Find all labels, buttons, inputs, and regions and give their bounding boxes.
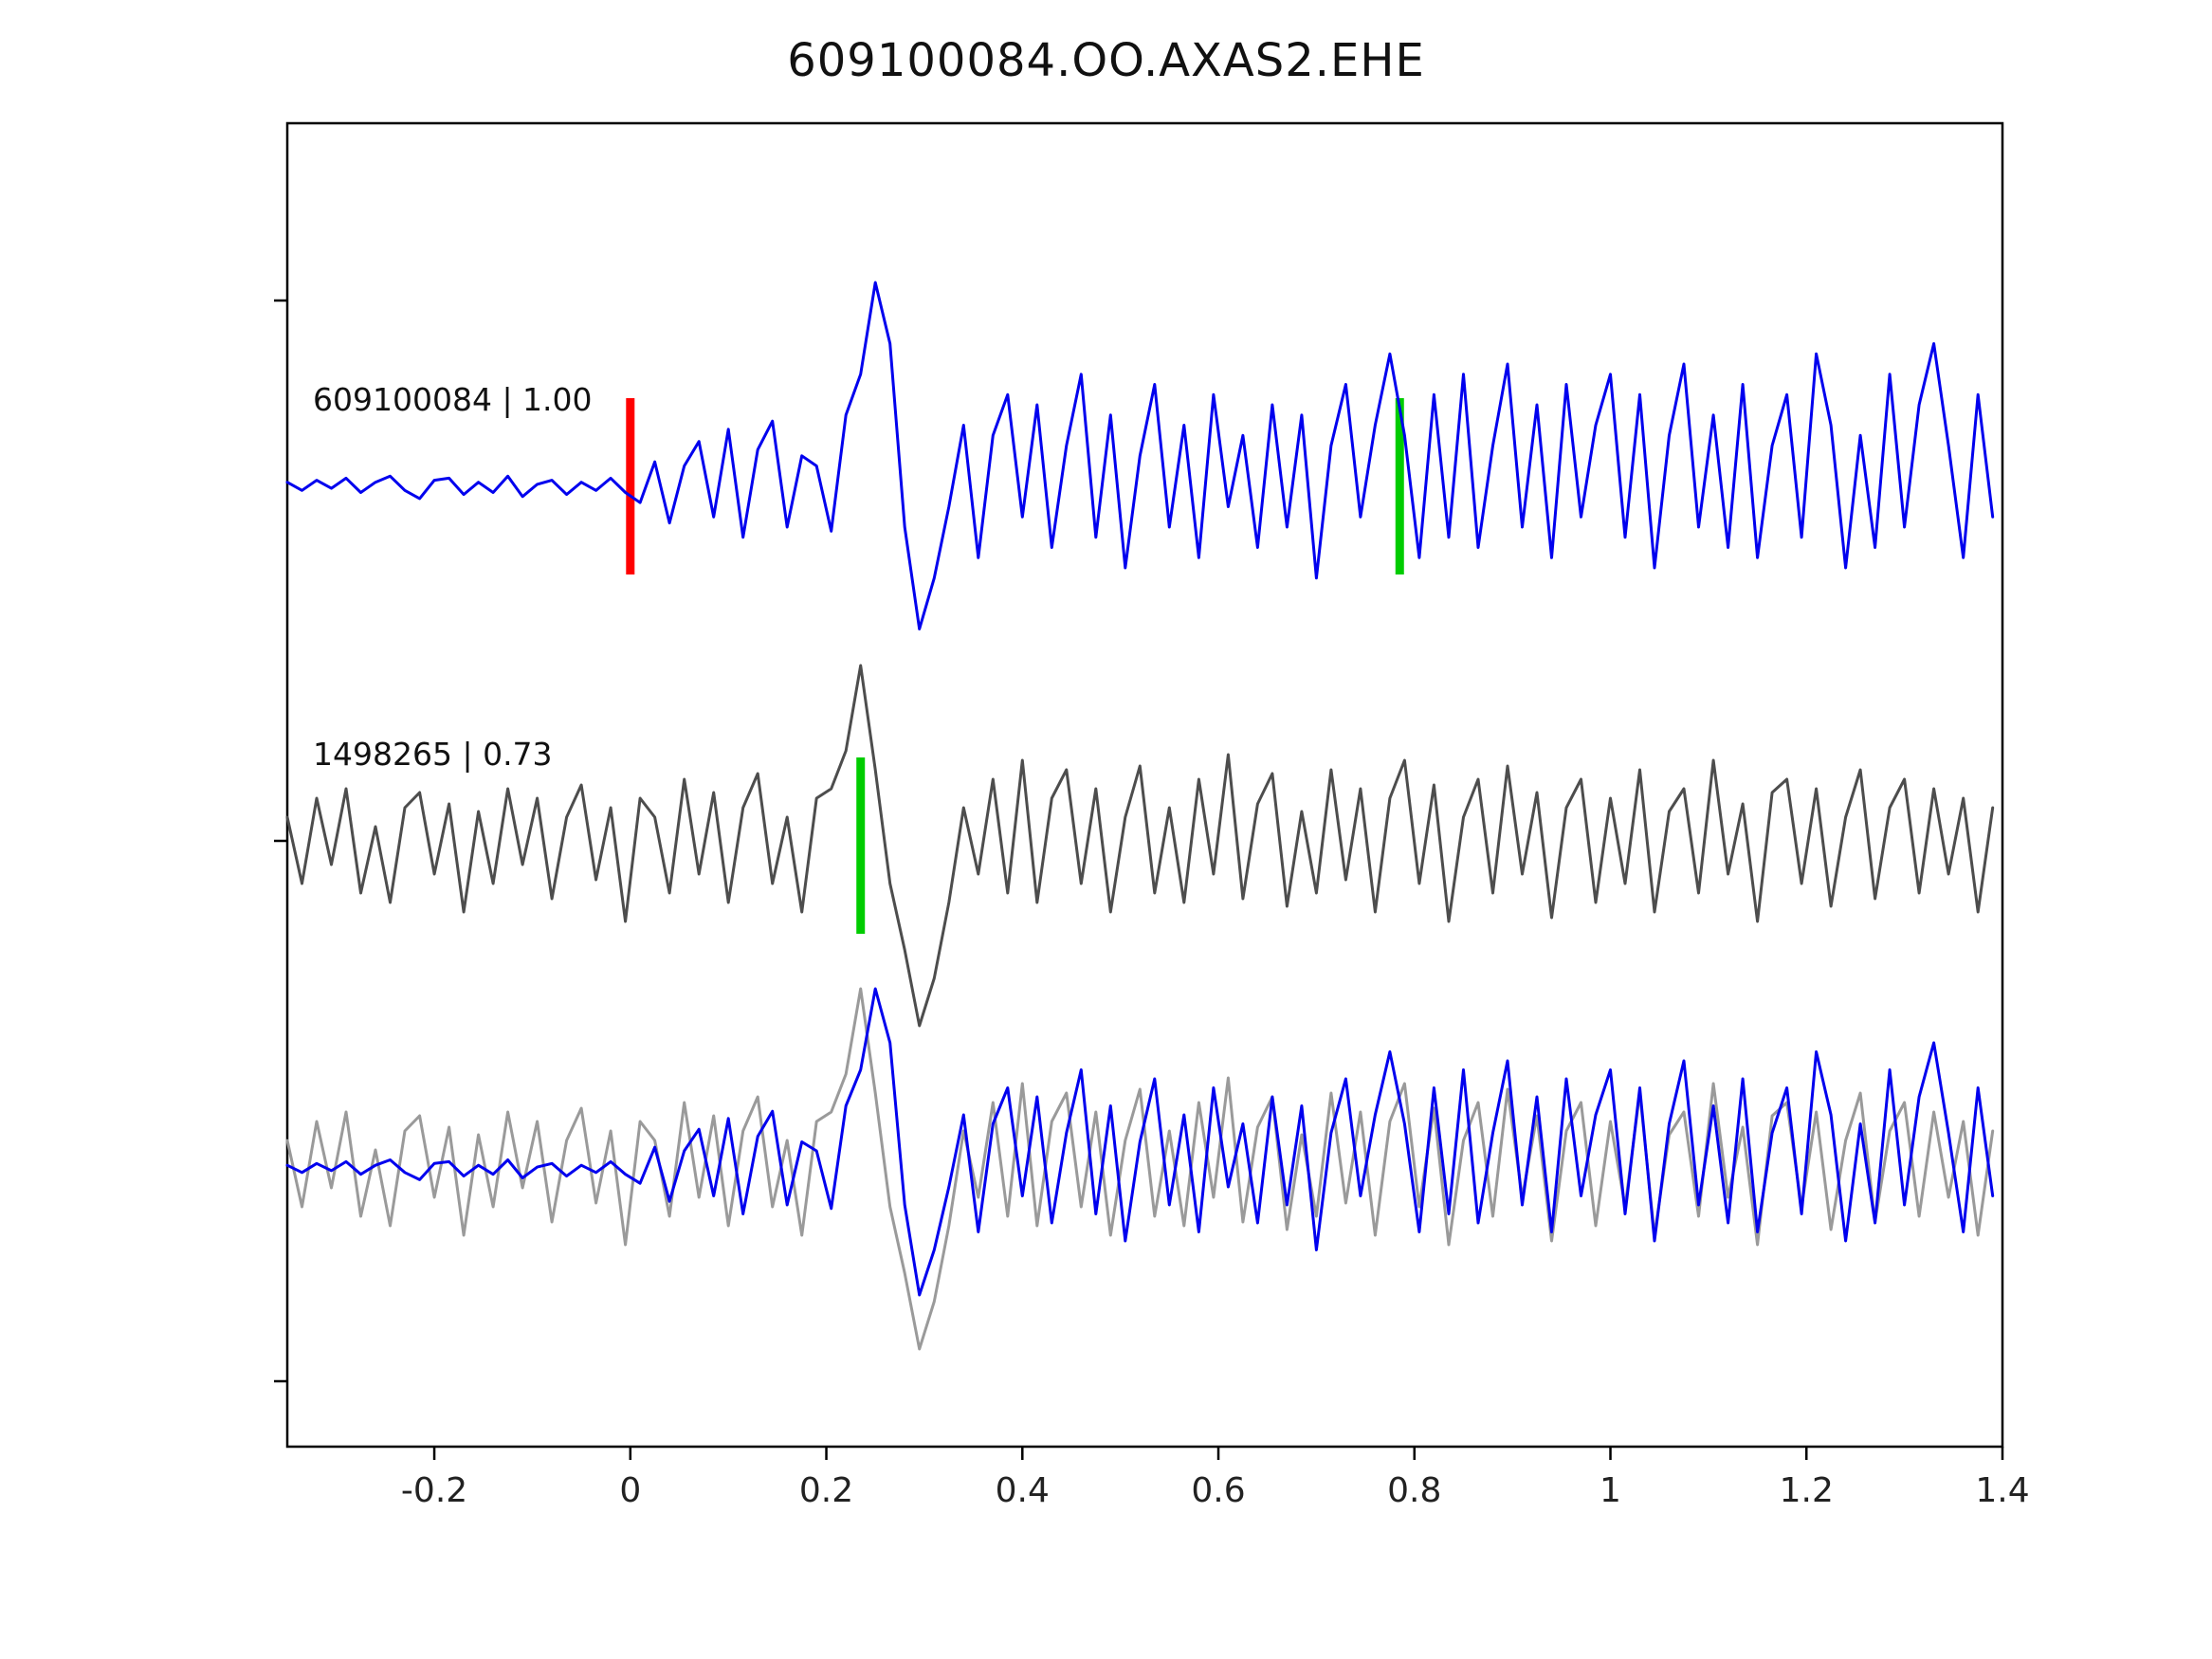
trace-1-label: 609100084 | 1.00 bbox=[313, 381, 593, 418]
x-tick-label: 1.4 bbox=[1975, 1471, 2030, 1510]
plot-border bbox=[285, 121, 2004, 1449]
x-tick-label: 0 bbox=[619, 1471, 642, 1510]
x-tick-label: -0.2 bbox=[400, 1471, 468, 1510]
x-tick-label: 0.8 bbox=[1387, 1471, 1442, 1510]
trace-1498265-line bbox=[285, 664, 1995, 1028]
x-tick-label: 1.2 bbox=[1779, 1471, 1834, 1510]
trace-609100084-line bbox=[285, 281, 1995, 630]
x-tick-label: 0.6 bbox=[1191, 1471, 1246, 1510]
trace-2-label: 1498265 | 0.73 bbox=[313, 736, 553, 773]
x-tick-label: 0.4 bbox=[995, 1471, 1050, 1510]
figure-title: 609100084.OO.AXAS2.EHE bbox=[787, 34, 1425, 87]
x-tick-label: 1 bbox=[1600, 1471, 1621, 1510]
overlay-1498265-line bbox=[285, 987, 1995, 1351]
overlay-609100084-line bbox=[285, 987, 1995, 1297]
x-tick-label: 0.2 bbox=[798, 1471, 854, 1510]
